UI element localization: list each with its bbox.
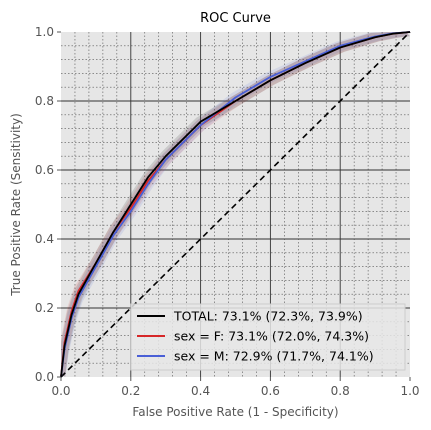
y-axis-label: True Positive Rate (Sensitivity) — [9, 113, 23, 297]
roc-line-male — [60, 31, 411, 378]
x-tick-label: 0.8 — [331, 384, 350, 398]
y-tick-label: 0.2 — [35, 301, 54, 315]
y-tick-label: 0.6 — [35, 163, 54, 177]
x-axis-ticks: 0.0 0.2 0.4 0.6 0.8 1.0 — [51, 377, 420, 398]
legend-label-total: TOTAL: 73.1% (72.3%, 73.9%) — [173, 309, 363, 324]
x-tick-label: 0.4 — [191, 384, 210, 398]
legend: TOTAL: 73.1% (72.3%, 73.9%) sex = F: 73.… — [130, 303, 406, 371]
series-lines — [60, 31, 411, 378]
x-axis-label: False Positive Rate (1 - Specificity) — [132, 405, 338, 419]
y-axis-ticks: 0.0 0.2 0.4 0.6 0.8 1.0 — [35, 25, 61, 384]
y-tick-label: 0.0 — [35, 370, 54, 384]
legend-label-male: sex = M: 72.9% (71.7%, 74.1%) — [174, 349, 374, 364]
legend-label-female: sex = F: 73.1% (72.0%, 74.3%) — [174, 329, 369, 344]
x-tick-label: 0.2 — [121, 384, 140, 398]
y-tick-label: 0.8 — [35, 94, 54, 108]
legend-box — [130, 303, 406, 371]
x-tick-label: 0.0 — [51, 384, 70, 398]
y-tick-label: 0.4 — [35, 232, 54, 246]
roc-line-total — [60, 31, 411, 378]
chart-title: ROC Curve — [200, 11, 271, 26]
x-tick-label: 0.6 — [261, 384, 280, 398]
x-tick-label: 1.0 — [400, 384, 419, 398]
reference-diagonal-line — [60, 31, 411, 378]
y-tick-label: 1.0 — [35, 25, 54, 39]
